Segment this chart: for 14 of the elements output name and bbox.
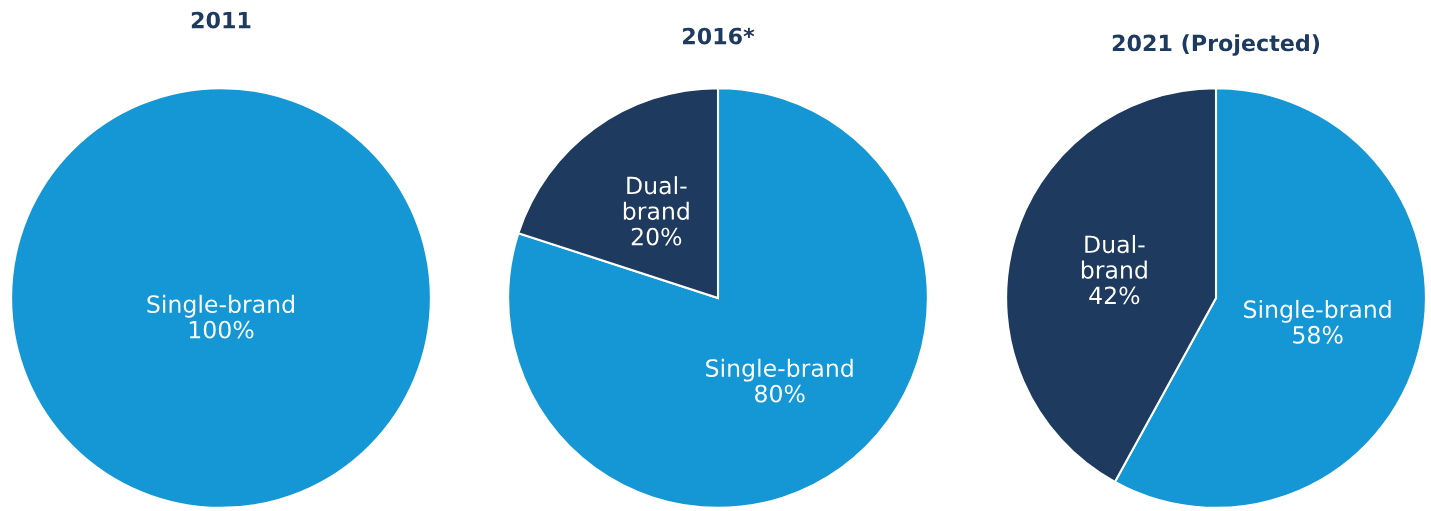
data-label: 42%	[1089, 286, 1140, 305]
data-label: 80%	[755, 384, 805, 403]
chart-title: 2016*	[683, 27, 755, 45]
data-label: 100%	[189, 320, 254, 339]
data-label: 20%	[631, 227, 682, 246]
slice-label: Single-brand	[147, 294, 294, 318]
slice-label: Dual-brand	[623, 176, 689, 220]
slice-label: Single-brand	[706, 358, 853, 382]
data-label: 58%	[1293, 325, 1343, 344]
slice-label: Single-brand	[1244, 299, 1391, 323]
slice-label: Dual-brand	[1081, 234, 1147, 279]
chart-title: 2021 (Projected)	[1112, 34, 1320, 56]
pie-slice	[507, 87, 929, 509]
chart-title: 2011	[191, 11, 251, 29]
